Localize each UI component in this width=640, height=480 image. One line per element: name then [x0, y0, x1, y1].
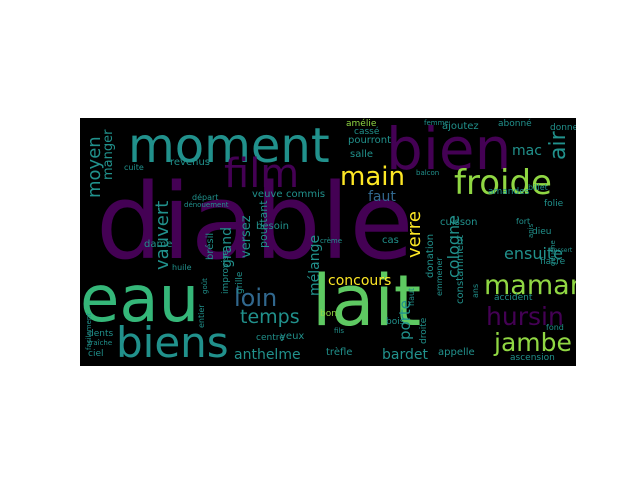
word-verre: verre — [404, 211, 425, 258]
word-concours: concours — [328, 273, 392, 289]
word-temps: temps — [240, 306, 300, 328]
word-manger: manger — [101, 129, 116, 180]
word-billet: billet — [528, 183, 548, 192]
word-grille: grille — [235, 271, 245, 294]
word-vauvert: vauvert — [152, 200, 173, 270]
word-droite: droite — [419, 317, 429, 344]
word-emmener: emmener — [435, 257, 444, 296]
word-faut: faut — [368, 189, 396, 205]
word-ascension: ascension — [510, 353, 555, 363]
word-loin: loin — [234, 284, 278, 312]
word-film: film — [224, 151, 300, 197]
word-ensuite: ensuite — [504, 244, 564, 263]
word-mac: mac — [512, 143, 542, 159]
word-folie: folie — [544, 199, 564, 209]
word-cuite: cuite — [124, 163, 144, 172]
word-ajoutez: ajoutez — [442, 121, 479, 132]
word-fond: fond — [546, 323, 564, 332]
word-depart: départ — [192, 193, 219, 202]
word-revenus: revenus — [170, 157, 210, 168]
word-haut: haut — [407, 287, 416, 306]
word-accident: accident — [494, 293, 533, 303]
word-cloud: diable lait eau bien moment biens film f… — [80, 118, 576, 366]
word-diable: diable — [96, 161, 414, 283]
word-fiacre: fiacre — [540, 257, 566, 267]
word-entier: entier — [197, 304, 206, 328]
word-amelie: amélie — [346, 119, 377, 129]
word-fraiche: fraîche — [88, 339, 113, 347]
word-anthelme: anthelme — [234, 347, 301, 363]
word-veuve: veuve — [252, 189, 283, 200]
word-besoin: besoin — [256, 221, 289, 232]
word-froide: froide — [454, 163, 552, 203]
word-dessert: dessert — [550, 247, 573, 254]
word-jambe: jambe — [494, 328, 572, 357]
word-balcon: balcon — [416, 169, 440, 177]
word-femme: femme — [424, 119, 449, 127]
word-salle: salle — [350, 149, 374, 160]
word-bon: bon — [320, 309, 337, 319]
word-commis: commis — [286, 189, 326, 200]
word-eau: eau — [80, 263, 200, 337]
word-dieu: dieu — [532, 227, 552, 237]
word-gout: goût — [201, 278, 209, 294]
word-fort: fort — [516, 217, 531, 226]
word-pourront: pourront — [348, 135, 392, 146]
word-creme: crème — [320, 237, 343, 245]
word-centre: centre — [256, 333, 285, 343]
word-lait: lait — [312, 260, 422, 342]
word-maman: maman — [484, 270, 576, 301]
word-constamment: constamment — [455, 234, 466, 304]
word-bardet: bardet — [382, 347, 428, 363]
word-bresil: brésil — [205, 232, 216, 260]
word-abonne: abonné — [498, 119, 532, 129]
word-ans: ans — [471, 283, 480, 298]
word-cuisson: cuisson — [440, 217, 478, 228]
word-trefle: trèfle — [326, 347, 353, 358]
word-versez: versez — [239, 215, 254, 258]
word-air: air — [546, 131, 571, 160]
word-yeux: yeux — [280, 331, 305, 342]
word-fils: fils — [334, 327, 345, 335]
word-amandes: amandes — [488, 187, 530, 197]
word-dame: dame — [144, 239, 173, 250]
word-appelle: appelle — [438, 347, 475, 358]
word-donner: donner — [550, 123, 576, 133]
word-bois: bois — [386, 317, 405, 327]
word-ciel: ciel — [88, 349, 104, 359]
word-hursin: hursin — [486, 302, 564, 331]
word-biens: biens — [116, 318, 229, 366]
word-cas: cas — [382, 235, 399, 246]
word-improvise: improvise — [221, 249, 231, 294]
word-bien: bien — [386, 118, 512, 183]
word-moment: moment — [128, 118, 330, 174]
word-denouement: dénouement — [184, 201, 229, 209]
word-main: main — [340, 162, 405, 192]
word-dents: dents — [88, 329, 114, 339]
word-casse: cassé — [354, 127, 380, 137]
word-huile: huile — [172, 263, 192, 272]
